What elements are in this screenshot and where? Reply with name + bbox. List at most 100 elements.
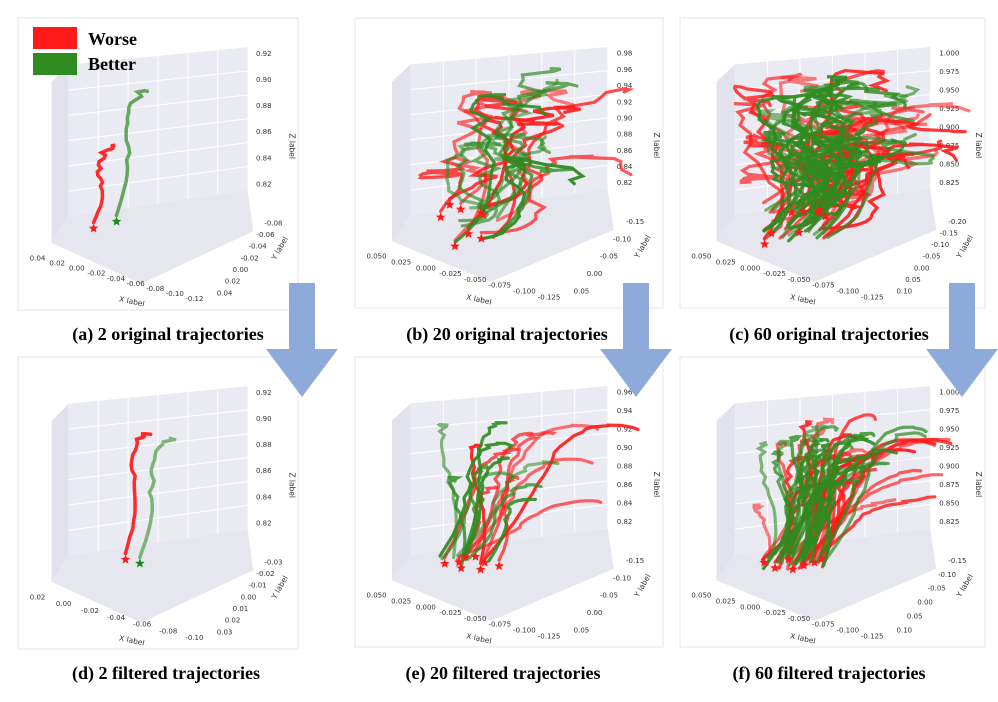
panel-caption-2: (b) 20 original trajectories xyxy=(406,324,607,345)
panel-caption-5: (e) 20 filtered trajectories xyxy=(405,663,600,684)
x-tick-label: 0.000 xyxy=(416,264,436,272)
z-tick-label: 0.825 xyxy=(939,518,959,526)
start-star-marker xyxy=(799,560,809,570)
better-trajectory xyxy=(455,460,560,557)
z-tick-label: 0.98 xyxy=(617,50,633,58)
y-tick-label: 0.00 xyxy=(914,264,930,272)
x-tick-label: -0.06 xyxy=(133,621,152,629)
down-arrow-1 xyxy=(266,283,338,397)
better-trajectory xyxy=(484,81,579,215)
x-tick-label: -0.050 xyxy=(788,276,811,284)
worse-trajectory xyxy=(481,87,635,211)
better-trajectory xyxy=(786,134,846,230)
x-tick-label: 0.025 xyxy=(716,598,736,606)
y-tick-label: 0.10 xyxy=(897,288,913,296)
y-tick-label: 0.05 xyxy=(574,288,590,296)
start-star-marker xyxy=(445,199,455,209)
y-tick-label: 0.05 xyxy=(907,613,923,621)
flow-arrows xyxy=(266,283,998,397)
x-tick-label: 0.00 xyxy=(56,600,72,608)
y-tick-label: -0.10 xyxy=(613,574,631,582)
better-trajectory xyxy=(487,497,537,563)
x-tick-label: 0.00 xyxy=(69,265,85,273)
z-tick-label: 0.90 xyxy=(256,415,272,423)
z-tick-label: 0.82 xyxy=(256,519,272,527)
start-star-marker xyxy=(794,227,804,237)
start-star-marker xyxy=(799,206,809,216)
legend-better-label: Better xyxy=(88,54,136,74)
x-tick-label: -0.025 xyxy=(763,270,786,278)
x-tick-label: -0.025 xyxy=(439,270,462,278)
z-tick-label: 0.88 xyxy=(256,102,272,110)
x-tick-label: -0.125 xyxy=(861,632,884,640)
worse-trajectory xyxy=(457,499,603,558)
panels: 0.92 0.90 0.88 0.86 0.84 0.82 Z label 0.04 0.02 0… xyxy=(17,17,986,650)
z-tick-label: 0.92 xyxy=(617,426,633,434)
z-tick-label: 0.92 xyxy=(256,50,272,58)
y-tick-label: -0.08 xyxy=(264,219,282,227)
x-tick-label: -0.10 xyxy=(185,634,203,642)
captions: (a) 2 original trajectories (b) 20 origin… xyxy=(72,324,929,684)
start-star-marker xyxy=(463,228,474,238)
better-trajectory xyxy=(799,434,815,566)
start-star-marker xyxy=(766,228,777,238)
start-star-marker xyxy=(456,563,466,573)
better-trajectory xyxy=(788,448,834,567)
z-tick-label: 0.90 xyxy=(617,114,633,122)
start-star-marker xyxy=(111,216,122,226)
x-tick-label: -0.08 xyxy=(146,285,164,293)
x-tick-label: -0.100 xyxy=(513,627,536,635)
worse-trajectory xyxy=(479,154,633,235)
z-tick-label: 0.96 xyxy=(617,389,633,397)
z-tick-label: 0.84 xyxy=(256,154,272,162)
x-tick-label: 0.04 xyxy=(30,254,46,262)
y-tick-label: 0.00 xyxy=(233,266,249,274)
z-tick-label: 0.900 xyxy=(939,463,959,471)
worse-trajectory xyxy=(733,102,785,231)
start-star-marker xyxy=(450,241,460,251)
z-tick-label: 0.950 xyxy=(939,87,959,95)
x-tick-label: -0.025 xyxy=(763,609,786,617)
z-tick-label: 1.000 xyxy=(939,50,959,58)
start-star-marker xyxy=(461,552,471,562)
y-tick-label: 0.02 xyxy=(225,278,241,286)
z-tick-label: 0.875 xyxy=(939,481,959,489)
start-star-marker xyxy=(759,239,770,249)
side-wall xyxy=(391,64,411,242)
x-tick-label: -0.04 xyxy=(107,614,126,622)
better-trajectory xyxy=(826,136,935,239)
start-star-marker xyxy=(476,233,487,243)
y-tick-label: -0.15 xyxy=(626,218,644,226)
z-tick-label: 0.86 xyxy=(617,147,633,155)
start-star-marker xyxy=(475,564,486,574)
z-tick-label: 0.84 xyxy=(617,163,633,171)
start-star-marker xyxy=(786,207,797,217)
y-tick-label: 0.00 xyxy=(917,599,933,607)
start-star-marker xyxy=(770,563,780,573)
floor xyxy=(51,190,254,284)
start-star-marker xyxy=(788,564,798,574)
z-tick-label: 0.92 xyxy=(617,98,633,106)
better-trajectory xyxy=(763,152,871,233)
worse-trajectory xyxy=(752,503,773,567)
x-tick-label: 0.050 xyxy=(691,253,711,261)
better-trajectory xyxy=(788,434,809,565)
y-tick-label: 0.10 xyxy=(897,627,913,635)
z-tick-label: 0.88 xyxy=(617,131,633,139)
z-tick-label: 0.82 xyxy=(617,518,633,526)
chart-panel-3: 1.0000.9750.9500.9250.9000.8750.8500.825… xyxy=(679,17,986,309)
x-tick-label: -0.04 xyxy=(107,275,126,283)
z-tick-label: 0.96 xyxy=(617,66,633,74)
y-tick-label: -0.02 xyxy=(241,254,259,262)
z-axis-label: Z label xyxy=(288,133,297,159)
x-tick-label: -0.02 xyxy=(81,607,99,615)
start-star-marker xyxy=(454,557,464,567)
x-tick-label: -0.06 xyxy=(127,280,146,288)
z-tick-label: 0.86 xyxy=(256,128,272,136)
worse-trajectory xyxy=(495,89,575,222)
better-trajectory xyxy=(812,147,934,236)
y-tick-label: 0.03 xyxy=(217,628,233,636)
y-tick-label: -0.01 xyxy=(249,582,267,590)
z-tick-label: 0.86 xyxy=(256,467,272,475)
